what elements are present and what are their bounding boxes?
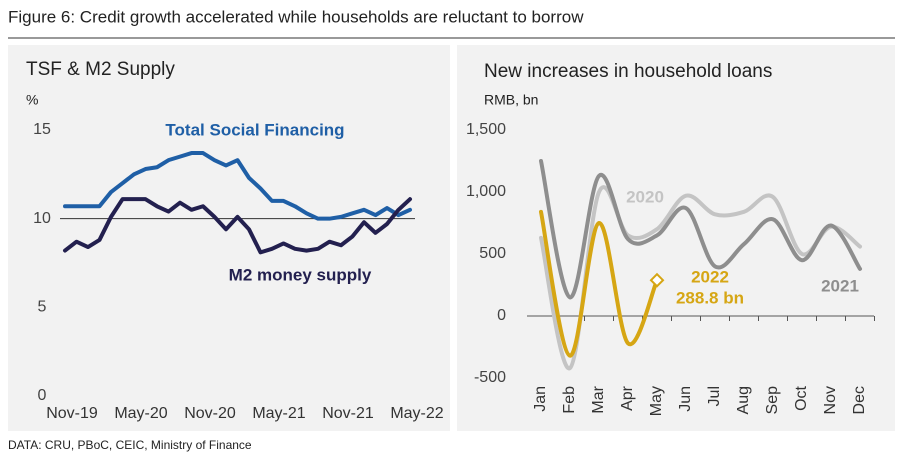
x-tick-label: May-21 bbox=[252, 405, 305, 422]
y-tick-label: 500 bbox=[479, 245, 506, 262]
y-tick-label: 10 bbox=[33, 210, 51, 227]
x-tick-label: Feb bbox=[561, 386, 578, 414]
x-tick-label: Sep bbox=[764, 386, 781, 415]
x-tick-label: Jul bbox=[706, 386, 723, 406]
x-tick-label: Aug bbox=[735, 386, 752, 414]
series-line bbox=[539, 159, 862, 300]
series-label: M2 money supply bbox=[229, 265, 372, 284]
y-tick-label: 1,000 bbox=[466, 183, 506, 200]
x-tick-label: May-20 bbox=[114, 405, 167, 422]
y-tick-label: -500 bbox=[474, 369, 506, 386]
figure-title: Figure 6: Credit growth accelerated whil… bbox=[8, 7, 584, 26]
y-tick-label: 0 bbox=[38, 387, 47, 404]
x-tick-label: Apr bbox=[619, 385, 636, 411]
chart-title: New increases in household loans bbox=[484, 61, 772, 82]
series-line bbox=[63, 197, 412, 255]
y-tick-label: 0 bbox=[497, 307, 506, 324]
series-line bbox=[63, 151, 412, 221]
series-label: 2020 bbox=[626, 187, 664, 206]
x-tick-label: Mar bbox=[590, 385, 607, 413]
x-tick-label: May-22 bbox=[390, 405, 443, 422]
y-tick-label: 5 bbox=[38, 299, 47, 316]
x-tick-label: Jan bbox=[532, 386, 549, 412]
end-marker bbox=[649, 272, 665, 288]
series-label: 2021 bbox=[821, 276, 859, 295]
series-line bbox=[539, 209, 659, 358]
value-label: 288.8 bn bbox=[676, 288, 744, 307]
y-tick-label: 1,500 bbox=[466, 121, 506, 138]
left-panel bbox=[8, 45, 450, 431]
series-label: Total Social Financing bbox=[165, 120, 344, 139]
x-tick-label: May bbox=[648, 386, 665, 416]
x-tick-label: Nov-20 bbox=[184, 405, 236, 422]
x-tick-label: Nov-21 bbox=[322, 405, 374, 422]
source: DATA: CRU, PBoC, CEIC, Ministry of Finan… bbox=[8, 438, 252, 452]
y-axis-label: RMB, bn bbox=[484, 92, 538, 108]
x-tick-label: Jun bbox=[677, 386, 694, 412]
chart-title: TSF & M2 Supply bbox=[26, 59, 175, 80]
x-tick-label: Dec bbox=[851, 386, 868, 414]
x-tick-label: Nov-19 bbox=[46, 405, 98, 422]
series-label: 2022 bbox=[691, 267, 729, 286]
x-tick-label: Oct bbox=[793, 385, 810, 410]
y-axis-label: % bbox=[26, 92, 38, 108]
y-tick-label: 15 bbox=[33, 121, 51, 138]
x-tick-label: Nov bbox=[822, 386, 839, 414]
